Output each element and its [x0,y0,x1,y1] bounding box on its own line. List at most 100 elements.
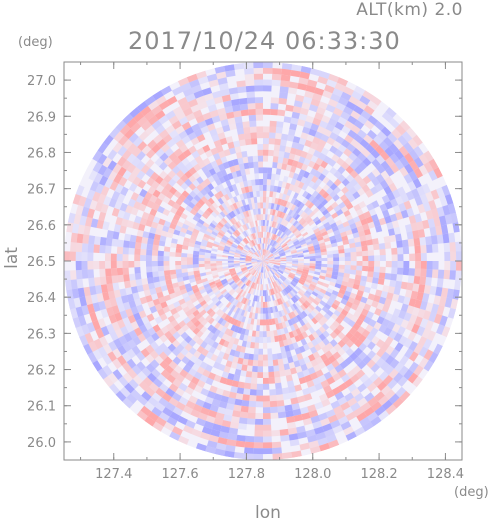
radar-cell [181,265,187,269]
y-tick-label: 26.7 [27,183,56,198]
radar-cell [117,254,123,261]
radar-cell [256,191,260,197]
radar-cell [76,243,83,252]
radar-cell [253,156,258,162]
radar-cell [233,110,241,117]
radar-cell [284,405,292,412]
radar-cell [269,389,276,395]
radar-cell [248,412,256,418]
radar-cell [146,250,152,256]
radar-cell [146,261,152,267]
radar-cell [134,248,140,255]
radar-cell [164,251,170,256]
radar-cell [251,138,257,144]
radar-cell [253,162,258,168]
radar-cell [258,349,263,355]
radar-cell [140,249,146,255]
radar-cell [276,388,283,395]
radar-cell [146,255,152,261]
radar-cell [276,394,283,401]
radar-cell [216,259,222,261]
radar-cell [269,138,275,144]
radar-cell [263,448,272,454]
radar-cell [263,431,272,437]
radar-cell [117,268,123,275]
radar-cell [181,261,187,265]
radar-cell [279,92,288,99]
radar-cell [238,423,247,430]
radar-cell [152,250,158,256]
radar-cell [246,86,255,92]
radar-cell [345,257,351,261]
radar-cell [425,236,432,245]
radar-cell [310,258,316,261]
radar-cell [105,246,111,254]
radar-cell [263,179,267,185]
radar-cell [94,236,101,245]
radar-cell [158,271,164,277]
radar-cell [350,270,356,275]
radar-cell [351,261,357,266]
radar-cell [444,243,451,252]
radar-cell [249,395,256,401]
radar-cell [267,167,272,173]
radar-cell [244,68,254,75]
radar-cell [426,244,432,253]
radar-cell [255,419,263,425]
radar-cell [65,280,72,290]
radar-cell [276,127,283,134]
radar-cell [234,399,242,406]
radar-cell [193,264,199,268]
radar-cell [345,261,351,265]
radar-cell [100,276,107,285]
radar-cell [256,401,263,407]
radar-cell [263,302,265,308]
radar-cell [274,139,281,146]
radar-cell [254,436,263,442]
radar-cell [263,419,271,425]
radar-cell [249,401,256,407]
radar-cell [239,417,248,424]
radar-cell [397,247,403,254]
radar-cell [395,234,402,242]
radar-cell [449,270,456,280]
radar-cell [238,382,245,389]
radar-cell [187,264,193,268]
y-tick-label: 26.0 [27,436,56,451]
radar-cell [243,127,250,134]
radar-cell [147,244,154,250]
y-tick-label: 26.2 [27,364,56,379]
radar-cell [263,156,268,162]
radar-cell [368,261,374,266]
radar-cell [158,266,164,271]
radar-cell [260,197,263,203]
radar-cell [256,331,260,337]
radar-cell [181,253,187,257]
radar-cell [99,261,105,269]
radar-cell [106,276,113,284]
radar-cell [282,63,292,70]
radar-cell [141,243,148,250]
radar-cell [134,267,140,274]
radar-cell [327,264,333,268]
radar-cell [263,413,271,419]
radar-cell [246,91,255,97]
radar-cell [236,393,244,400]
radar-cell [356,270,362,275]
radar-cell [263,360,268,366]
radar-cell [407,231,414,239]
radar-cell [152,266,158,272]
radar-cell [105,253,111,261]
radar-cell [117,261,123,268]
radar-cell [373,272,380,278]
radar-cell [263,214,265,220]
radar-cell [88,278,95,287]
radar-cell [106,238,113,246]
radar-cell [82,234,89,243]
radar-cell [129,274,136,281]
radar-cell [158,261,164,266]
radar-cell [274,377,281,384]
radar-cell [134,261,140,267]
radar-cell [236,440,246,447]
radar-cell [279,145,286,152]
